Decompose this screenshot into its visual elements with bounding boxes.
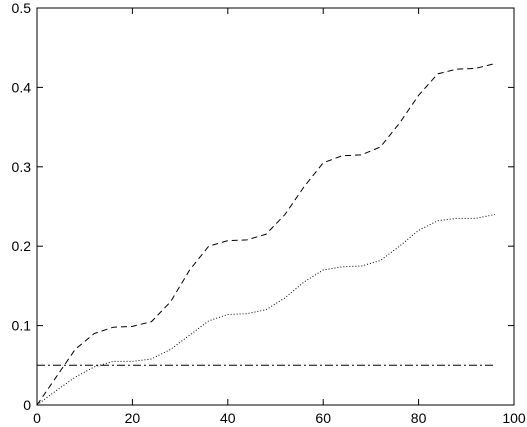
x-tick-label: 80 (411, 410, 427, 426)
y-tick-label: 0.4 (12, 79, 32, 95)
data-line (36, 213, 496, 406)
x-tick-label: 20 (125, 410, 141, 426)
y-tick-label: 0.2 (12, 238, 32, 254)
x-tick-label: 100 (502, 410, 526, 426)
plot-frame (36, 7, 515, 406)
y-tick-label: 0.3 (12, 159, 32, 175)
y-tick-label: 0 (23, 397, 31, 413)
x-tick-label: 0 (33, 410, 41, 426)
y-tick-label: 0.1 (12, 318, 32, 334)
x-tick-label: 60 (315, 410, 331, 426)
x-tick-label: 40 (220, 410, 236, 426)
y-tick-label: 0.5 (12, 0, 32, 16)
data-line (36, 63, 496, 406)
